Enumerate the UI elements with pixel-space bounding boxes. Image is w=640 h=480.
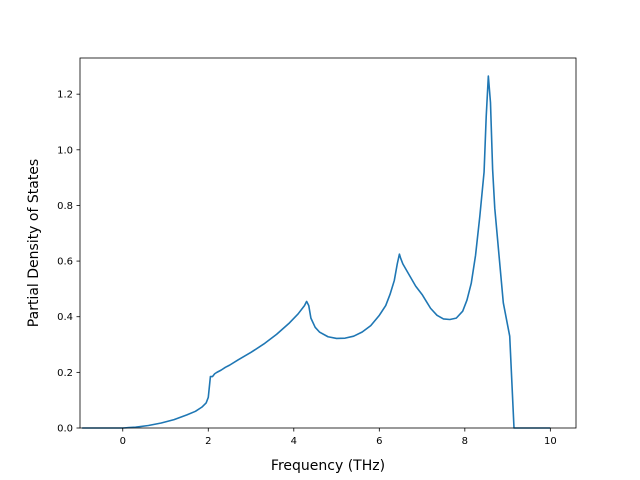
y-tick-label: 0.6 (57, 257, 73, 268)
x-tick-label: 0 (120, 436, 126, 447)
x-tick-label: 6 (376, 436, 382, 447)
plot-area (82, 75, 551, 429)
y-tick-label: 0.4 (57, 312, 73, 323)
y-tick-label: 1.0 (57, 145, 73, 156)
y-tick-label: 0.0 (57, 424, 73, 435)
y-tick-label: 1.2 (57, 90, 73, 101)
x-tick-label: 10 (544, 436, 557, 447)
x-axis-title: Frequency (THz) (271, 458, 385, 474)
axis-ticks: 0 2 4 6 8 10 0.0 0.2 0.4 0.6 0.8 1.0 1.2 (57, 90, 557, 447)
x-tick-label: 2 (205, 436, 211, 447)
axes-frame (79, 57, 577, 429)
series-line-0 (82, 75, 551, 429)
x-tick-label: 4 (291, 436, 297, 447)
y-tick-label: 0.8 (57, 201, 73, 212)
y-tick-label: 0.2 (57, 368, 73, 379)
x-tick-label: 8 (462, 436, 468, 447)
y-axis-title: Partial Density of States (26, 159, 42, 327)
